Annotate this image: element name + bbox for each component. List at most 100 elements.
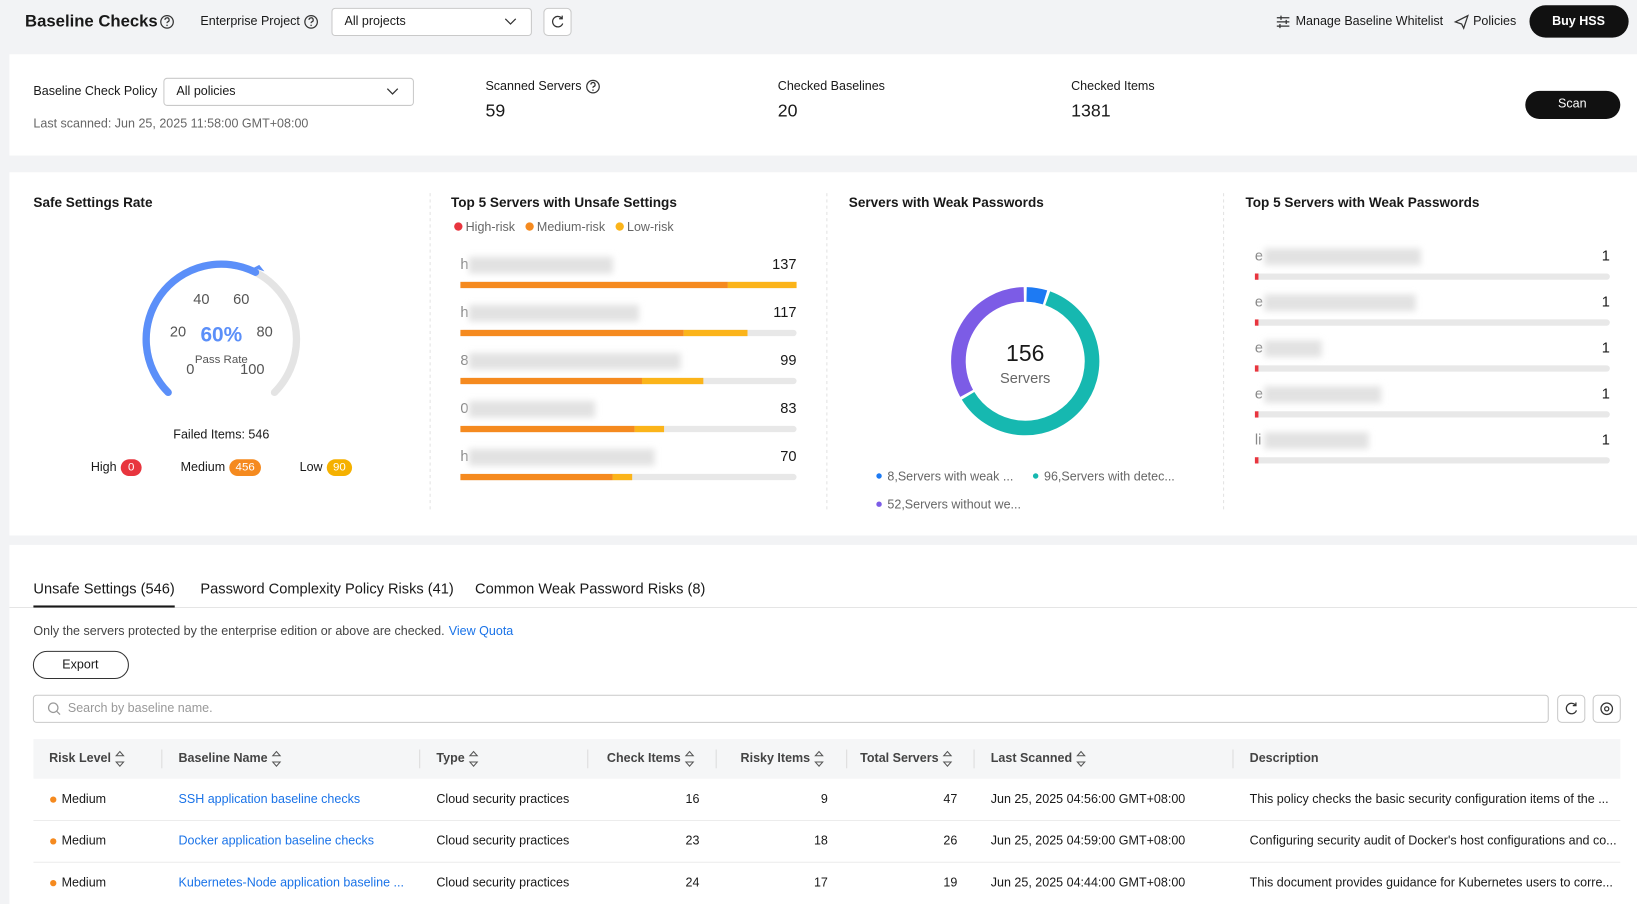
column-header[interactable]: Total Servers <box>860 751 938 765</box>
level-count: 0 <box>128 462 134 474</box>
buy-button[interactable] <box>1529 5 1629 38</box>
bar-segment <box>641 377 704 385</box>
legend-swatch <box>876 501 882 507</box>
scan-button[interactable] <box>1525 90 1621 120</box>
column-header[interactable]: Type <box>436 751 464 765</box>
level-name: Medium <box>181 460 226 474</box>
server-count: 1 <box>1602 249 1610 265</box>
level-badge <box>120 459 142 477</box>
tab[interactable]: Password Complexity Policy Risks (41) <box>200 582 453 598</box>
bar <box>1254 365 1259 372</box>
server-name: 0 <box>460 401 468 417</box>
quota-link[interactable]: View Quota <box>449 624 514 638</box>
chevron <box>504 18 517 25</box>
server-count: 1 <box>1602 341 1610 357</box>
baseline-link[interactable]: Docker application baseline checks <box>179 834 375 848</box>
cell: 16 <box>686 792 700 806</box>
bar-track <box>1254 319 1610 326</box>
stat-value: 1381 <box>1071 100 1110 120</box>
cell: 47 <box>943 792 957 806</box>
policy-select[interactable] <box>163 77 414 106</box>
sort-icon[interactable] <box>814 750 824 768</box>
refresh-button[interactable] <box>1557 694 1586 723</box>
search-box[interactable] <box>32 694 1549 723</box>
cell: This policy checks the basic security co… <box>1250 792 1609 806</box>
column-header[interactable]: Description <box>1250 751 1319 765</box>
sort-icon[interactable] <box>468 750 479 768</box>
server-name-redacted <box>1264 340 1322 358</box>
help-icon[interactable] <box>160 15 174 29</box>
stat-value: 20 <box>778 100 798 120</box>
bar <box>1254 457 1259 464</box>
scan-label: Scan <box>1558 97 1587 111</box>
server-name-redacted <box>468 448 655 466</box>
column-header[interactable]: Baseline Name <box>179 751 268 765</box>
export-button[interactable] <box>32 650 129 680</box>
server-total: 70 <box>780 449 796 465</box>
bar-track <box>1254 411 1610 418</box>
level-count: 90 <box>333 462 346 474</box>
server-total: 99 <box>780 353 796 369</box>
bar-track <box>1254 273 1610 280</box>
server-name: h <box>460 449 468 465</box>
server-name: li <box>1255 432 1262 448</box>
policies-icon <box>1453 14 1469 30</box>
cell: 17 <box>814 875 828 889</box>
cell: 24 <box>686 875 700 889</box>
stat-label: Scanned Servers <box>485 79 581 93</box>
gauge-tick-label: 60 <box>233 292 249 308</box>
help-icon[interactable] <box>304 15 319 29</box>
settings-icon <box>1600 702 1614 716</box>
stat-label: Checked Baselines <box>778 79 885 93</box>
table-header <box>33 739 1621 779</box>
sort-icon[interactable] <box>942 750 953 768</box>
settings-button[interactable] <box>1592 694 1621 723</box>
gauge-caption: Pass Rate <box>195 354 248 366</box>
server-name-redacted <box>468 352 681 370</box>
risk-dot <box>50 796 57 803</box>
chart-title: Servers with Weak Passwords <box>849 195 1044 210</box>
server-name-redacted <box>1264 294 1416 312</box>
cell: 26 <box>943 834 957 848</box>
gauge-tick-label: 0 <box>186 362 194 378</box>
refresh-icon <box>552 15 564 28</box>
refresh-button[interactable] <box>543 7 572 37</box>
server-name-redacted <box>1264 248 1421 266</box>
sort-icon[interactable] <box>684 750 695 768</box>
baseline-link[interactable]: Kubernetes-Node application baseline ... <box>179 875 404 889</box>
server-name: e <box>1255 249 1263 265</box>
sort-icon[interactable] <box>115 750 125 768</box>
help-icon[interactable] <box>586 79 600 94</box>
policies-link[interactable]: Policies <box>1473 14 1516 28</box>
cell: 18 <box>814 834 828 848</box>
server-name-redacted <box>468 256 613 274</box>
project-label: Enterprise Project <box>200 14 300 28</box>
tab[interactable]: Unsafe Settings (546) <box>33 582 174 598</box>
server-name-redacted <box>1264 386 1382 403</box>
cell: Jun 25, 2025 04:56:00 GMT+08:00 <box>991 792 1186 806</box>
legend-label: 96,Servers with detec... <box>1044 469 1175 483</box>
cell: Jun 25, 2025 04:44:00 GMT+08:00 <box>991 875 1186 889</box>
legend-swatch <box>454 222 463 231</box>
last-scanned: Last scanned: Jun 25, 2025 11:58:00 GMT+… <box>33 117 308 131</box>
legend-label: 52,Servers without we... <box>887 498 1021 512</box>
column-header[interactable]: Last Scanned <box>991 751 1072 765</box>
column-header[interactable]: Risk Level <box>49 751 111 765</box>
whitelist-link[interactable]: Manage Baseline Whitelist <box>1296 14 1444 28</box>
bar-segment <box>612 473 633 481</box>
server-name-redacted <box>1264 432 1369 449</box>
server-total: 117 <box>773 305 796 321</box>
sort-icon[interactable] <box>271 750 282 768</box>
level-badge <box>326 459 353 477</box>
project-select[interactable] <box>331 7 532 37</box>
legend-label: High-risk <box>466 220 516 234</box>
baseline-link[interactable]: SSH application baseline checks <box>179 792 361 806</box>
column-header[interactable]: Risky Items <box>741 751 811 765</box>
charts-card <box>9 172 1637 536</box>
chart-title: Top 5 Servers with Unsafe Settings <box>451 195 677 210</box>
sort-icon[interactable] <box>1076 750 1086 768</box>
legend-swatch <box>876 473 882 479</box>
column-header[interactable]: Check Items <box>607 751 681 765</box>
bar <box>1254 273 1259 280</box>
tab[interactable]: Common Weak Password Risks (8) <box>475 582 705 598</box>
